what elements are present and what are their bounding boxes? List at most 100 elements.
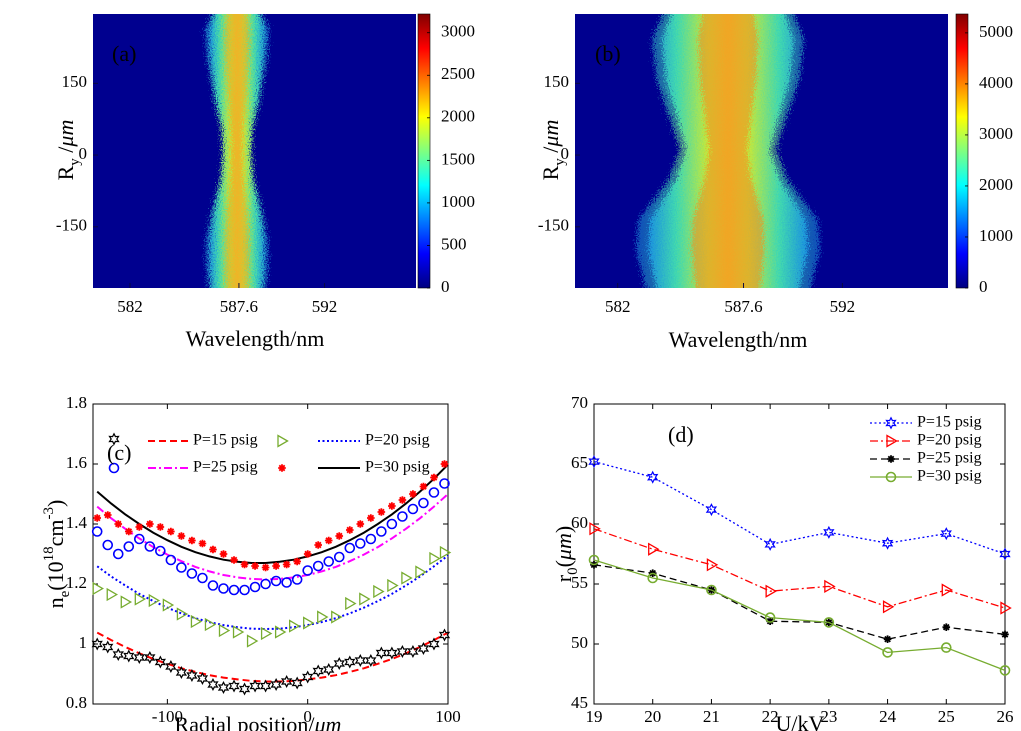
marker bbox=[123, 649, 135, 663]
marker bbox=[303, 616, 315, 630]
colorbar-tick-label: 5000 bbox=[979, 22, 1013, 41]
x-tick-label: 592 bbox=[830, 297, 856, 316]
label-part: μm bbox=[538, 120, 563, 148]
marker bbox=[439, 545, 452, 560]
colorbar-tick-label: 2500 bbox=[441, 64, 475, 83]
marker bbox=[344, 542, 356, 554]
legend-label: P=30 psig bbox=[365, 459, 430, 476]
y-tick-label: 150 bbox=[544, 72, 570, 91]
marker bbox=[356, 520, 365, 528]
marker bbox=[175, 665, 188, 680]
marker bbox=[428, 637, 440, 651]
x-tick-label: 587.6 bbox=[220, 297, 258, 316]
label-part: R bbox=[538, 165, 563, 180]
marker bbox=[365, 533, 377, 545]
marker bbox=[93, 514, 102, 522]
x-tick-label: 587.6 bbox=[724, 297, 762, 316]
marker bbox=[323, 662, 335, 677]
y-tick-label: -150 bbox=[538, 216, 569, 235]
marker bbox=[345, 526, 354, 534]
colorbar-tick-label: 0 bbox=[441, 277, 450, 296]
marker bbox=[230, 556, 238, 564]
series-line bbox=[593, 564, 1006, 640]
marker bbox=[999, 547, 1011, 561]
marker bbox=[176, 607, 189, 621]
marker bbox=[144, 650, 156, 665]
x-axis-label: U/kV bbox=[776, 711, 825, 731]
colorbar-tick-label: 2000 bbox=[441, 107, 475, 126]
marker bbox=[190, 614, 203, 629]
marker bbox=[942, 623, 951, 631]
panel-label: (c) bbox=[107, 440, 131, 465]
legend-marker bbox=[885, 416, 897, 430]
legend-label: P=20 psig bbox=[365, 432, 430, 449]
colorbar-tick-label: 3000 bbox=[441, 22, 475, 41]
marker bbox=[705, 503, 718, 517]
heatmap-image bbox=[93, 14, 416, 288]
marker bbox=[429, 551, 441, 566]
legend-marker bbox=[277, 434, 289, 448]
x-axis-label: Wavelength/nm bbox=[669, 327, 808, 352]
marker bbox=[354, 653, 366, 668]
marker bbox=[589, 522, 601, 536]
marker bbox=[881, 536, 894, 550]
marker bbox=[823, 617, 835, 628]
marker bbox=[103, 511, 112, 519]
marker bbox=[177, 532, 186, 540]
label-part: ) bbox=[551, 526, 576, 533]
marker bbox=[312, 560, 324, 572]
marker bbox=[261, 563, 270, 572]
marker bbox=[165, 554, 177, 566]
marker bbox=[375, 646, 388, 660]
marker bbox=[102, 640, 114, 654]
x-axis-label: Wavelength/nm bbox=[186, 326, 325, 351]
panel-label: (d) bbox=[668, 422, 694, 447]
marker bbox=[219, 550, 228, 558]
marker bbox=[249, 679, 261, 693]
marker bbox=[333, 656, 345, 671]
marker bbox=[303, 550, 312, 558]
marker bbox=[167, 527, 175, 536]
x-tick-label: 26 bbox=[997, 707, 1014, 726]
legend-marker bbox=[886, 434, 898, 448]
marker bbox=[207, 677, 219, 692]
marker bbox=[232, 625, 245, 639]
marker bbox=[386, 518, 398, 530]
marker bbox=[120, 595, 133, 609]
label-part: e bbox=[57, 590, 73, 597]
marker bbox=[706, 558, 719, 572]
marker bbox=[430, 473, 438, 482]
marker bbox=[359, 592, 371, 606]
marker bbox=[1000, 601, 1012, 615]
colorbar-tick-label: 0 bbox=[979, 277, 988, 296]
series-line bbox=[593, 460, 1006, 555]
marker bbox=[387, 578, 399, 593]
marker bbox=[154, 655, 167, 669]
marker bbox=[647, 572, 659, 584]
x-tick-label: 582 bbox=[117, 297, 143, 316]
marker bbox=[291, 574, 303, 585]
marker bbox=[941, 583, 954, 597]
label-part: ( bbox=[551, 560, 576, 567]
y-tick-label: 45 bbox=[571, 693, 588, 712]
marker bbox=[588, 554, 600, 566]
label-part: 18 bbox=[41, 546, 57, 561]
x-tick-label: 23 bbox=[820, 707, 837, 726]
x-tick-label: -100 bbox=[152, 707, 183, 726]
marker bbox=[415, 565, 427, 579]
marker bbox=[396, 644, 409, 659]
label-part: y bbox=[552, 158, 568, 166]
x-tick-label: 25 bbox=[938, 707, 955, 726]
y-tick-label: 1.6 bbox=[66, 453, 87, 472]
label-part: μm bbox=[314, 712, 342, 731]
marker bbox=[134, 533, 145, 545]
label-part: Radial position/ bbox=[175, 712, 316, 731]
label-part: / bbox=[538, 146, 563, 159]
marker bbox=[270, 677, 282, 692]
marker bbox=[764, 612, 776, 623]
marker bbox=[401, 571, 413, 585]
label-part: n bbox=[43, 597, 68, 608]
legend-label: P=20 psig bbox=[917, 432, 982, 449]
marker bbox=[648, 542, 660, 556]
marker bbox=[112, 548, 124, 560]
